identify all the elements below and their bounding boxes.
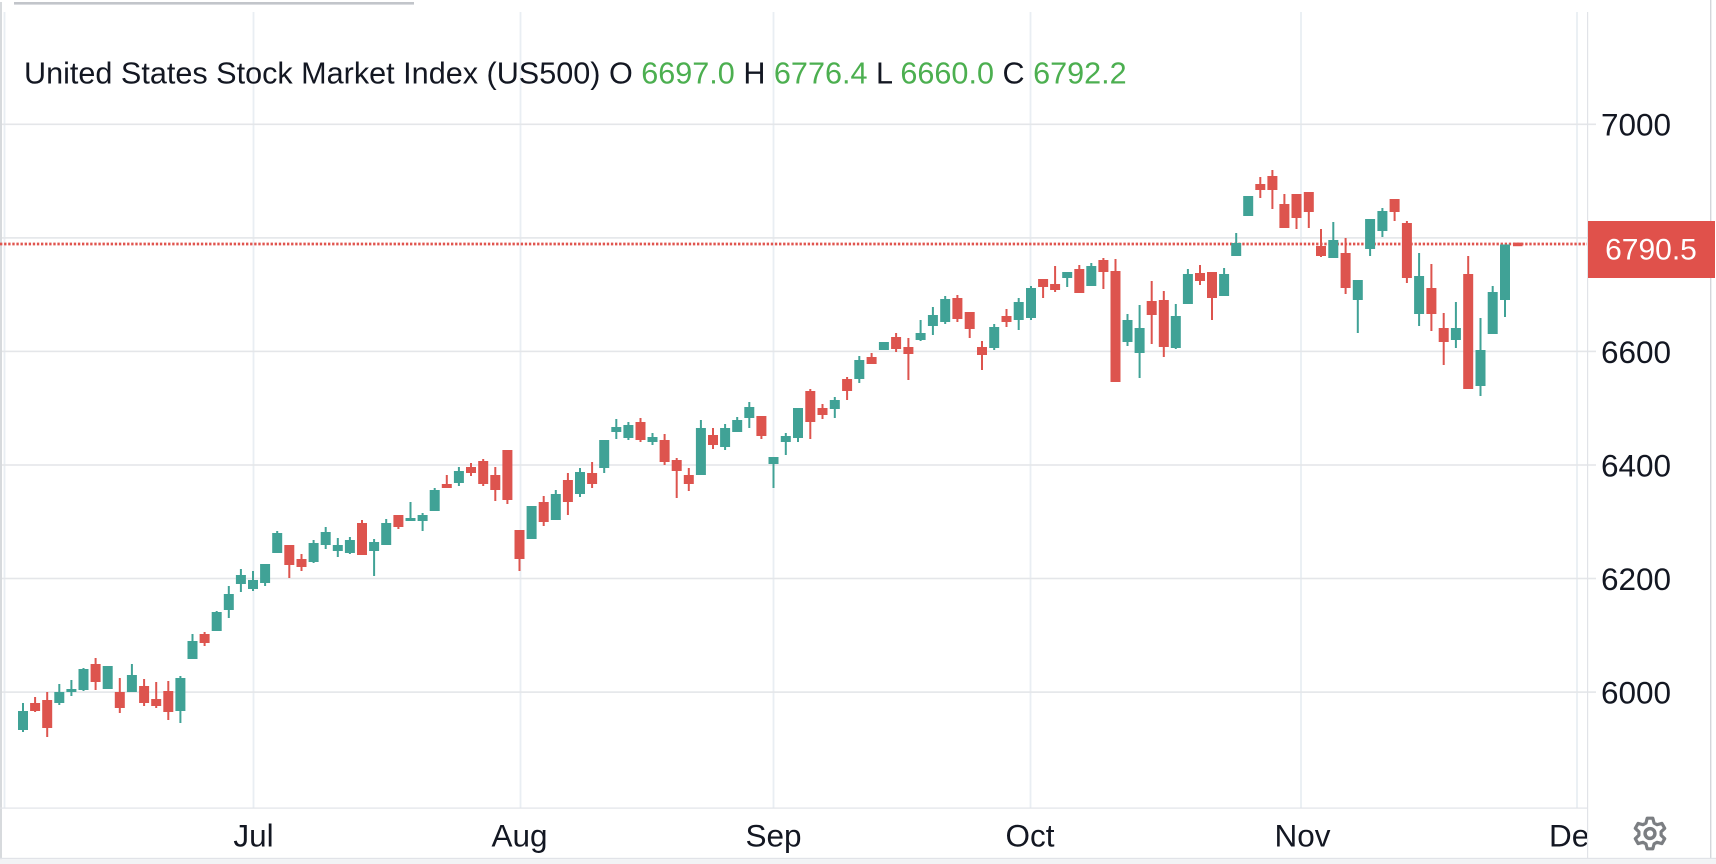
svg-text:6790.5: 6790.5 [1605,234,1697,267]
svg-text:6400: 6400 [1601,447,1671,483]
svg-text:6200: 6200 [1601,561,1671,597]
svg-text:Oct: Oct [1005,818,1054,854]
svg-text:7000: 7000 [1601,107,1671,143]
svg-text:Nov: Nov [1274,818,1330,854]
svg-text:United States Stock Market Ind: United States Stock Market Index (US500)… [24,57,1127,91]
svg-text:Dec: Dec [1549,818,1605,854]
svg-text:Aug: Aug [491,818,547,854]
svg-text:6600: 6600 [1601,334,1671,370]
svg-text:Jul: Jul [233,818,273,854]
svg-text:6000: 6000 [1601,675,1671,711]
svg-text:Sep: Sep [745,818,801,854]
